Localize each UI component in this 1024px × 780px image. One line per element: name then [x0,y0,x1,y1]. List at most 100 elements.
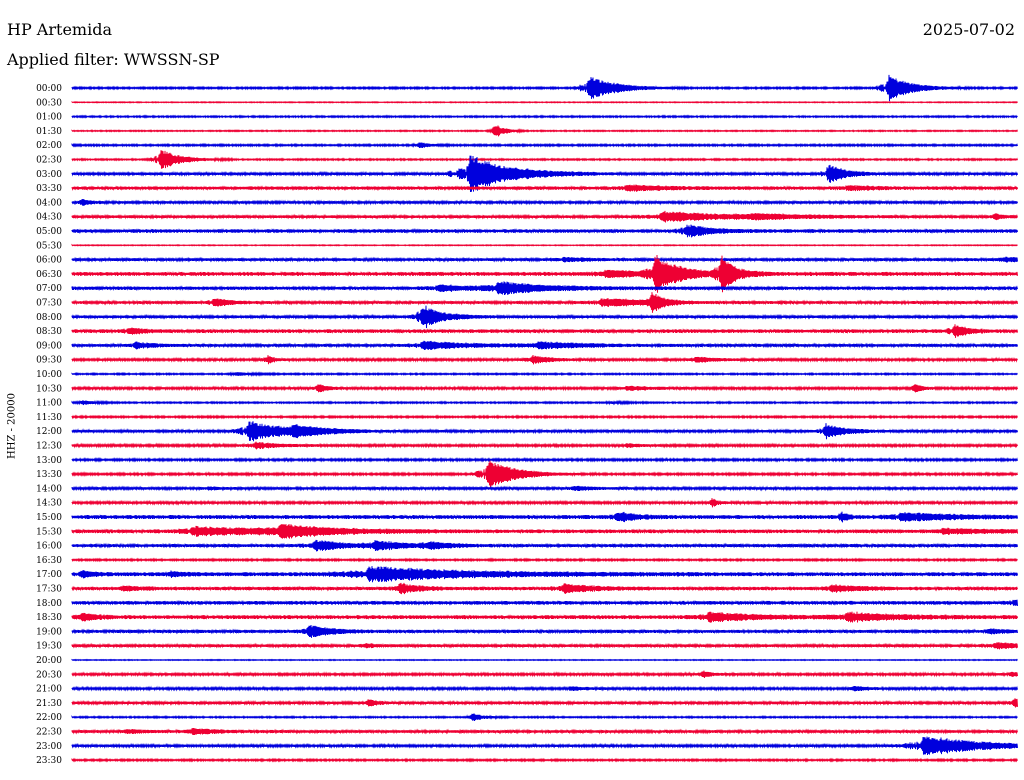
trace-1130 [71,414,1018,420]
trace-2230 [71,727,1018,736]
tick-label-0600: 06:00 [36,256,62,266]
trace-1500 [71,511,1018,523]
trace-1400 [71,485,1018,492]
tick-label-1430: 14:30 [36,499,62,509]
trace-2130 [71,698,1018,708]
trace-1200 [71,421,1018,442]
tick-label-0530: 05:30 [36,241,62,251]
trace-2030 [71,670,1018,679]
tick-label-1800: 18:00 [36,599,62,609]
trace-1600 [71,539,1018,552]
trace-0830 [71,324,1018,338]
tick-label-0430: 04:30 [36,213,62,223]
tick-label-2200: 22:00 [36,713,62,723]
trace-1730 [71,582,1018,595]
trace-0100 [71,114,1018,119]
trace-0600 [71,256,1018,263]
trace-0430 [71,210,1018,223]
trace-0530 [71,243,1018,247]
trace-0500 [71,224,1018,238]
tick-label-0700: 07:00 [36,284,62,294]
tick-label-1530: 15:30 [36,527,62,537]
tick-label-0630: 06:30 [36,270,62,280]
tick-label-2000: 20:00 [36,656,62,666]
filter-row: Applied filter: WWSSN-SP [7,50,220,69]
trace-1830 [71,611,1018,623]
tick-label-1200: 12:00 [36,427,62,437]
trace-0300 [71,155,1018,193]
tick-label-1630: 16:30 [36,556,62,566]
tick-label-1900: 19:00 [36,627,62,637]
tick-label-2230: 22:30 [36,728,62,738]
trace-1300 [71,456,1018,463]
tick-label-1930: 19:30 [36,642,62,652]
tick-label-1830: 18:30 [36,613,62,623]
tick-label-0030: 00:30 [36,98,62,108]
time-tick-labels: 00:00 00:30 01:00 01:30 02:00 02:30 03:00 03:30… [36,84,62,766]
trace-1230 [71,441,1018,450]
trace-1000 [71,371,1018,377]
tick-label-0800: 08:00 [36,313,62,323]
tick-label-1500: 15:00 [36,513,62,523]
trace-1930 [71,642,1018,650]
tick-label-0830: 08:30 [36,327,62,337]
tick-label-2030: 20:30 [36,670,62,680]
seismic-traces [71,74,1018,763]
tick-label-1230: 12:30 [36,442,62,452]
tick-label-1030: 10:30 [36,384,62,394]
trace-0130 [71,125,1018,137]
trace-0400 [71,199,1018,206]
tick-label-1130: 11:30 [36,413,62,423]
tick-label-2330: 23:30 [36,756,62,766]
plot-date: 2025-07-02 [922,20,1015,39]
trace-2200 [71,713,1018,722]
tick-label-1330: 13:30 [36,470,62,480]
filter-name: WWSSN-SP [123,50,220,69]
trace-0030 [71,100,1018,104]
tick-label-0230: 02:30 [36,156,62,166]
tick-label-0730: 07:30 [36,299,62,309]
trace-2000 [71,658,1018,662]
trace-2100 [71,685,1018,692]
tick-label-2130: 21:30 [36,699,62,709]
tick-label-0330: 03:30 [36,184,62,194]
tick-label-0500: 05:00 [36,227,62,237]
trace-0800 [71,305,1018,329]
tick-label-0400: 04:00 [36,198,62,208]
trace-1530 [71,523,1018,539]
trace-0230 [71,150,1018,169]
tick-label-1700: 17:00 [36,570,62,580]
trace-0630 [71,254,1018,293]
filter-label: Applied filter: [7,50,119,69]
trace-1630 [71,557,1018,563]
tick-label-1600: 16:00 [36,542,62,552]
tick-label-1300: 13:00 [36,456,62,466]
trace-1100 [71,399,1018,406]
trace-0000 [71,74,1018,102]
tick-label-1100: 11:00 [36,399,62,409]
tick-label-2100: 21:00 [36,685,62,695]
trace-1330 [71,460,1018,488]
trace-0330 [71,184,1018,192]
trace-1430 [71,498,1018,508]
trace-0930 [71,354,1018,365]
tick-label-0200: 02:00 [36,141,62,151]
trace-0700 [71,281,1018,296]
trace-1700 [71,566,1018,583]
trace-0200 [71,142,1018,149]
tick-label-0930: 09:30 [36,356,62,366]
tick-label-0100: 01:00 [36,113,62,123]
tick-label-0130: 01:30 [36,127,62,137]
tick-label-1730: 17:30 [36,585,62,595]
trace-0900 [71,340,1018,351]
trace-0730 [71,292,1018,313]
tick-label-1400: 14:00 [36,484,62,494]
trace-1900 [71,624,1018,638]
trace-1800 [71,599,1018,606]
trace-2330 [71,757,1018,763]
trace-2300 [71,736,1018,756]
station-title: HP Artemida [7,20,112,39]
tick-label-2300: 23:00 [36,742,62,752]
